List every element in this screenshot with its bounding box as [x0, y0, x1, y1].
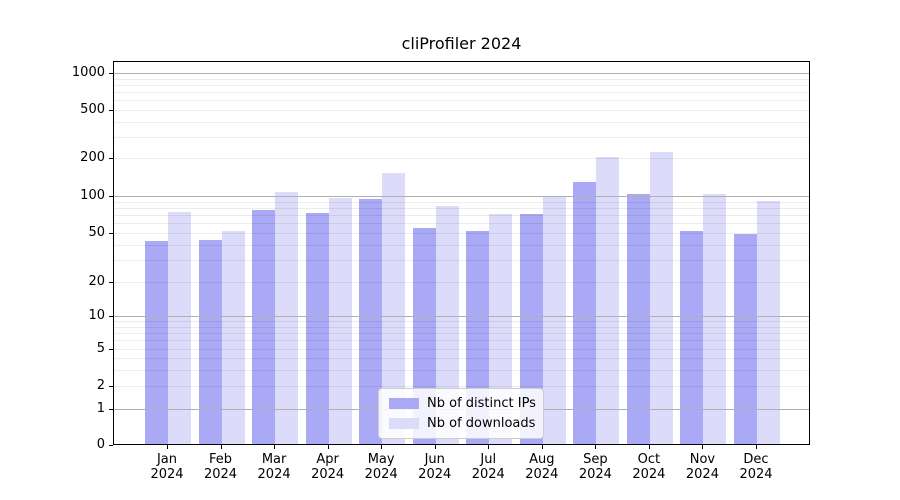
x-tick-label-mar: Mar 2024: [257, 452, 291, 482]
legend-item-downloads: Nb of downloads: [389, 416, 536, 431]
y-tick-label-1000: 1000: [71, 65, 105, 80]
x-tick-mark: [648, 445, 650, 449]
bar-distinct-ips-apr: [305, 212, 329, 444]
bar-distinct-ips-jan: [145, 241, 168, 444]
y-tick-label-200: 200: [80, 150, 105, 165]
y-tick-label-0: 0: [96, 437, 105, 452]
bar-downloads-may: [382, 172, 406, 444]
y-tick-mark: [109, 232, 113, 234]
x-tick-mark: [220, 445, 222, 449]
x-tick-label-may: May 2024: [364, 452, 398, 482]
x-tick-mark: [595, 445, 597, 449]
bar-distinct-ips-feb: [198, 240, 222, 444]
x-tick-label-jul: Jul 2024: [471, 452, 505, 482]
y-tick-mark: [109, 281, 113, 283]
legend-swatch-downloads: [389, 418, 419, 429]
x-tick-mark: [381, 445, 383, 449]
y-tick-mark: [109, 157, 113, 159]
legend-label-distinct-ips: Nb of distinct IPs: [427, 396, 536, 411]
y-tick-label-1: 1: [96, 401, 105, 416]
bar-downloads-jun: [435, 205, 459, 444]
bar-distinct-ips-oct: [626, 193, 650, 444]
bar-downloads-jul: [489, 214, 513, 444]
y-tick-mark: [109, 315, 113, 317]
bar-distinct-ips-sep: [573, 181, 597, 444]
bar-downloads-feb: [221, 230, 245, 444]
bar-downloads-mar: [275, 192, 299, 444]
y-tick-mark: [109, 385, 113, 387]
x-tick-mark: [167, 445, 168, 449]
legend: Nb of distinct IPs Nb of downloads: [378, 388, 544, 439]
chart-title: cliProfiler 2024: [401, 34, 522, 53]
bar-downloads-oct: [649, 152, 673, 444]
bar-downloads-dec: [756, 200, 780, 444]
bar-distinct-ips-aug: [519, 214, 543, 444]
y-tick-label-2: 2: [96, 378, 105, 393]
x-tick-label-jan: Jan 2024: [150, 452, 184, 482]
y-tick-label-10: 10: [88, 308, 105, 323]
x-tick-label-feb: Feb 2024: [203, 452, 238, 482]
x-tick-label-sep: Sep 2024: [578, 452, 612, 482]
y-tick-mark: [109, 444, 113, 446]
bar-downloads-aug: [542, 196, 566, 444]
bar-downloads-apr: [328, 197, 352, 444]
legend-swatch-distinct-ips: [389, 398, 419, 409]
y-tick-mark: [109, 195, 113, 197]
y-tick-label-100: 100: [80, 188, 105, 203]
bar-downloads-sep: [596, 157, 620, 444]
y-tick-mark: [109, 348, 113, 350]
bar-downloads-nov: [703, 194, 727, 444]
x-tick-mark: [434, 445, 436, 449]
x-tick-label-oct: Oct 2024: [632, 452, 666, 482]
y-tick-mark: [109, 408, 113, 410]
x-tick-mark: [541, 445, 543, 449]
bar-distinct-ips-mar: [252, 210, 276, 444]
x-tick-mark: [702, 445, 704, 449]
x-tick-label-aug: Aug 2024: [525, 452, 559, 482]
x-tick-label-jun: Jun 2024: [418, 452, 452, 482]
y-tick-label-5: 5: [96, 341, 105, 356]
y-tick-label-20: 20: [88, 274, 105, 289]
bar-downloads-jan: [168, 211, 191, 444]
bar-distinct-ips-may: [359, 198, 383, 444]
x-tick-label-nov: Nov 2024: [685, 452, 719, 482]
x-tick-mark: [327, 445, 329, 449]
bar-distinct-ips-nov: [680, 230, 704, 444]
legend-item-distinct-ips: Nb of distinct IPs: [389, 396, 536, 411]
legend-label-downloads: Nb of downloads: [427, 416, 536, 431]
x-tick-label-apr: Apr 2024: [311, 452, 345, 482]
y-tick-mark: [109, 109, 113, 111]
x-tick-mark: [274, 445, 276, 449]
y-tick-label-50: 50: [88, 225, 105, 240]
plot-area: [113, 61, 810, 445]
x-tick-mark: [488, 445, 490, 449]
bar-distinct-ips-dec: [733, 234, 757, 444]
x-tick-label-dec: Dec 2024: [739, 452, 773, 482]
y-tick-label-500: 500: [80, 102, 105, 117]
y-tick-mark: [109, 72, 113, 74]
bars-layer: [114, 62, 809, 444]
x-tick-mark: [755, 445, 757, 449]
